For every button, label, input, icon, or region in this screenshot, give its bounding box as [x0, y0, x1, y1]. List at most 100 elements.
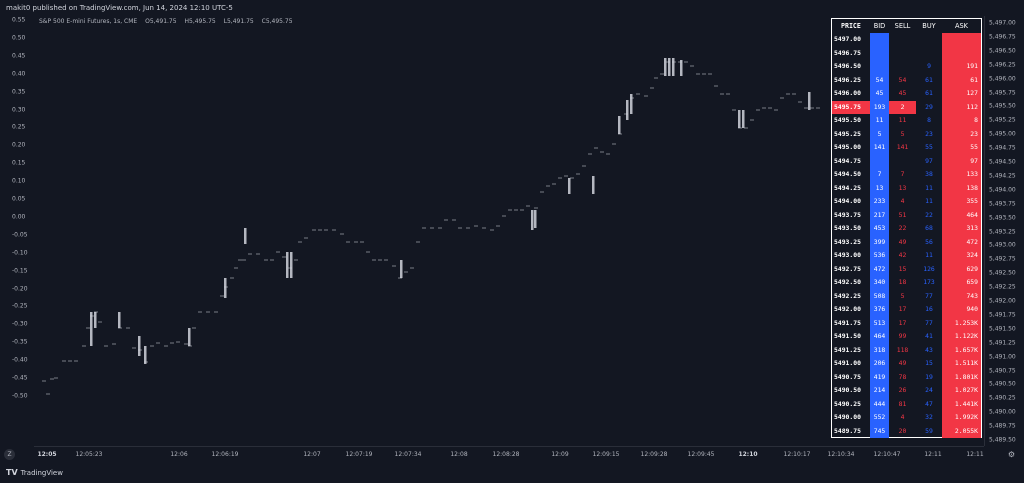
zoom-toggle-button[interactable]: Z	[4, 449, 15, 460]
time-axis-tick: 12:09	[551, 451, 569, 458]
gear-icon[interactable]: ⚙	[1007, 450, 1016, 459]
right-axis-tick: 5,496.75	[989, 33, 1016, 41]
dom-sell-cell: 54	[898, 75, 907, 84]
dom-ask-cell: 112	[942, 100, 981, 114]
dom-bid-cell	[870, 46, 889, 60]
dom-buy-cell: 11	[925, 183, 933, 192]
dom-price-cell: 5497.00	[834, 35, 861, 43]
dom-price-cell: 5496.75	[834, 48, 861, 57]
dom-sell-cell: 45	[898, 89, 907, 97]
dom-sell-cell: 81	[898, 399, 907, 408]
right-axis-tick: 5,492.25	[989, 283, 1016, 291]
dom-buy-cell: 126	[923, 264, 935, 273]
right-axis-tick: 5,496.50	[989, 47, 1016, 55]
dom-bid-cell: 233	[870, 195, 889, 209]
left-price-axis[interactable]: 0.55 0.50 0.45 0.40 0.35 0.30 0.25 0.20 0.15 0.10…	[0, 16, 34, 446]
dom-ask-cell: 8	[942, 114, 981, 128]
dom-price-cell: 5491.75	[834, 318, 861, 327]
left-axis-tick: 0.40	[12, 70, 26, 78]
candle-body	[531, 210, 534, 230]
dom-sell-cell: 11	[898, 116, 907, 124]
tradingview-mark-icon: TV	[6, 468, 18, 477]
dom-buy-cell: 59	[925, 426, 933, 435]
dom-price-cell: 5496.25	[834, 75, 861, 84]
dom-buy-cell: 56	[925, 237, 933, 246]
dom-ask-cell: 1.122K	[942, 330, 981, 344]
dom-bid-cell: 745	[870, 424, 889, 438]
dom-price-cell: 5492.50	[834, 278, 861, 286]
time-axis-tick: 12:07:19	[345, 451, 373, 458]
candle-body	[592, 176, 595, 194]
legend-high: H5,495.75	[184, 18, 216, 25]
dom-price-cell: 5491.00	[834, 359, 861, 367]
time-axis-tick: 12:09:28	[640, 451, 668, 458]
time-axis-tick: 12:06:19	[211, 451, 239, 458]
time-axis-tick: 12:09:15	[592, 451, 620, 458]
time-axis-tick: 12:10:47	[873, 451, 901, 458]
left-axis-tick: -0.05	[12, 231, 28, 239]
dom-ask-cell: 2.055K	[942, 424, 981, 438]
right-price-axis[interactable]: 5,497.00 5,496.75 5,496.50 5,496.25 5,496.00…	[984, 16, 1024, 446]
dom-buy-cell: 97	[925, 156, 933, 165]
dom-bid-cell: 340	[870, 276, 889, 290]
symbol-name[interactable]: S&P 500 E-mini Futures, 1s, CME	[39, 18, 138, 25]
dom-row: 5490.50 214 26 24 1.027K	[832, 384, 981, 398]
time-axis[interactable]: 12:05 12:05:23 12:06 12:06:19 12:07 12:07:19 1…	[34, 446, 984, 465]
dom-sell-cell: 17	[898, 305, 907, 313]
candle-body	[244, 228, 247, 244]
dom-bid-cell	[870, 154, 889, 168]
right-axis-tick: 5,491.25	[989, 339, 1016, 347]
left-axis-tick: -0.45	[12, 374, 28, 382]
dom-row: 5491.75 513 17 77 1.253K	[832, 316, 981, 330]
dom-ask-cell: 472	[942, 235, 981, 249]
candle-body	[738, 110, 741, 128]
dom-row: 5490.25 444 81 47 1.441K	[832, 397, 981, 411]
left-axis-tick: -0.40	[12, 356, 28, 364]
dom-sell-cell: 49	[898, 359, 907, 367]
dom-ask-cell: 940	[942, 303, 981, 317]
left-axis-tick: 0.55	[12, 16, 26, 24]
right-axis-tick: 5,489.75	[989, 422, 1016, 430]
dom-bid-cell: 444	[870, 397, 889, 411]
dom-sell-cell	[889, 155, 916, 169]
dom-price-cell: 5495.50	[834, 116, 861, 124]
dom-sell-cell: 51	[898, 210, 907, 219]
candle-body	[188, 328, 191, 346]
time-axis-tick: 12:10	[738, 451, 758, 458]
dom-row: 5489.75 745 20 59 2.055K	[832, 424, 981, 438]
dom-sell-cell: 5	[900, 291, 905, 300]
dom-buy-cell: 24	[925, 386, 933, 394]
dom-buy-cell: 68	[925, 224, 933, 232]
right-axis-tick: 5,496.25	[989, 61, 1016, 69]
right-axis-tick: 5,490.75	[989, 367, 1016, 374]
dom-ask-cell: 1.657K	[942, 343, 981, 357]
dom-price-cell: 5490.75	[834, 372, 861, 381]
tradingview-logo[interactable]: TV TradingView	[6, 468, 63, 477]
dom-buy-cell: 29	[925, 102, 933, 111]
left-axis-tick: -0.30	[12, 320, 28, 328]
dom-row: 5490.75 419 78 19 1.801K	[832, 370, 981, 384]
right-axis-tick: 5,493.50	[989, 214, 1016, 222]
dom-buy-cell	[916, 47, 942, 61]
dom-price-cell: 5491.25	[834, 345, 861, 354]
dom-buy-cell: 77	[925, 291, 933, 300]
dom-sell-cell: 13	[898, 183, 907, 192]
dom-bid-cell: 217	[870, 208, 889, 222]
dom-ask-cell: 1.441K	[942, 397, 981, 411]
right-axis-tick: 5,490.25	[989, 394, 1016, 402]
price-chart[interactable]	[34, 16, 984, 446]
dom-row: 5496.75	[832, 46, 981, 61]
right-axis-tick: 5,493.25	[989, 228, 1016, 235]
dom-ask-cell: 127	[942, 87, 981, 101]
right-axis-tick: 5,491.75	[989, 311, 1016, 319]
dom-header-ask: ASK	[954, 22, 969, 30]
dom-row: 5492.75 472 15 126 629	[832, 262, 981, 276]
dom-header-buy: BUY	[922, 22, 936, 30]
publish-header: makit0 published on TradingView.com, Jun…	[0, 0, 1024, 16]
dom-sell-cell: 4	[900, 197, 905, 205]
candle-body	[286, 252, 289, 278]
dom-price-cell: 5493.25	[834, 237, 861, 246]
left-axis-tick: 0.10	[12, 177, 26, 185]
dom-header-row: PRICE BID SELL BUY ASK	[832, 19, 981, 33]
dom-price-cell: 5492.25	[834, 291, 861, 300]
